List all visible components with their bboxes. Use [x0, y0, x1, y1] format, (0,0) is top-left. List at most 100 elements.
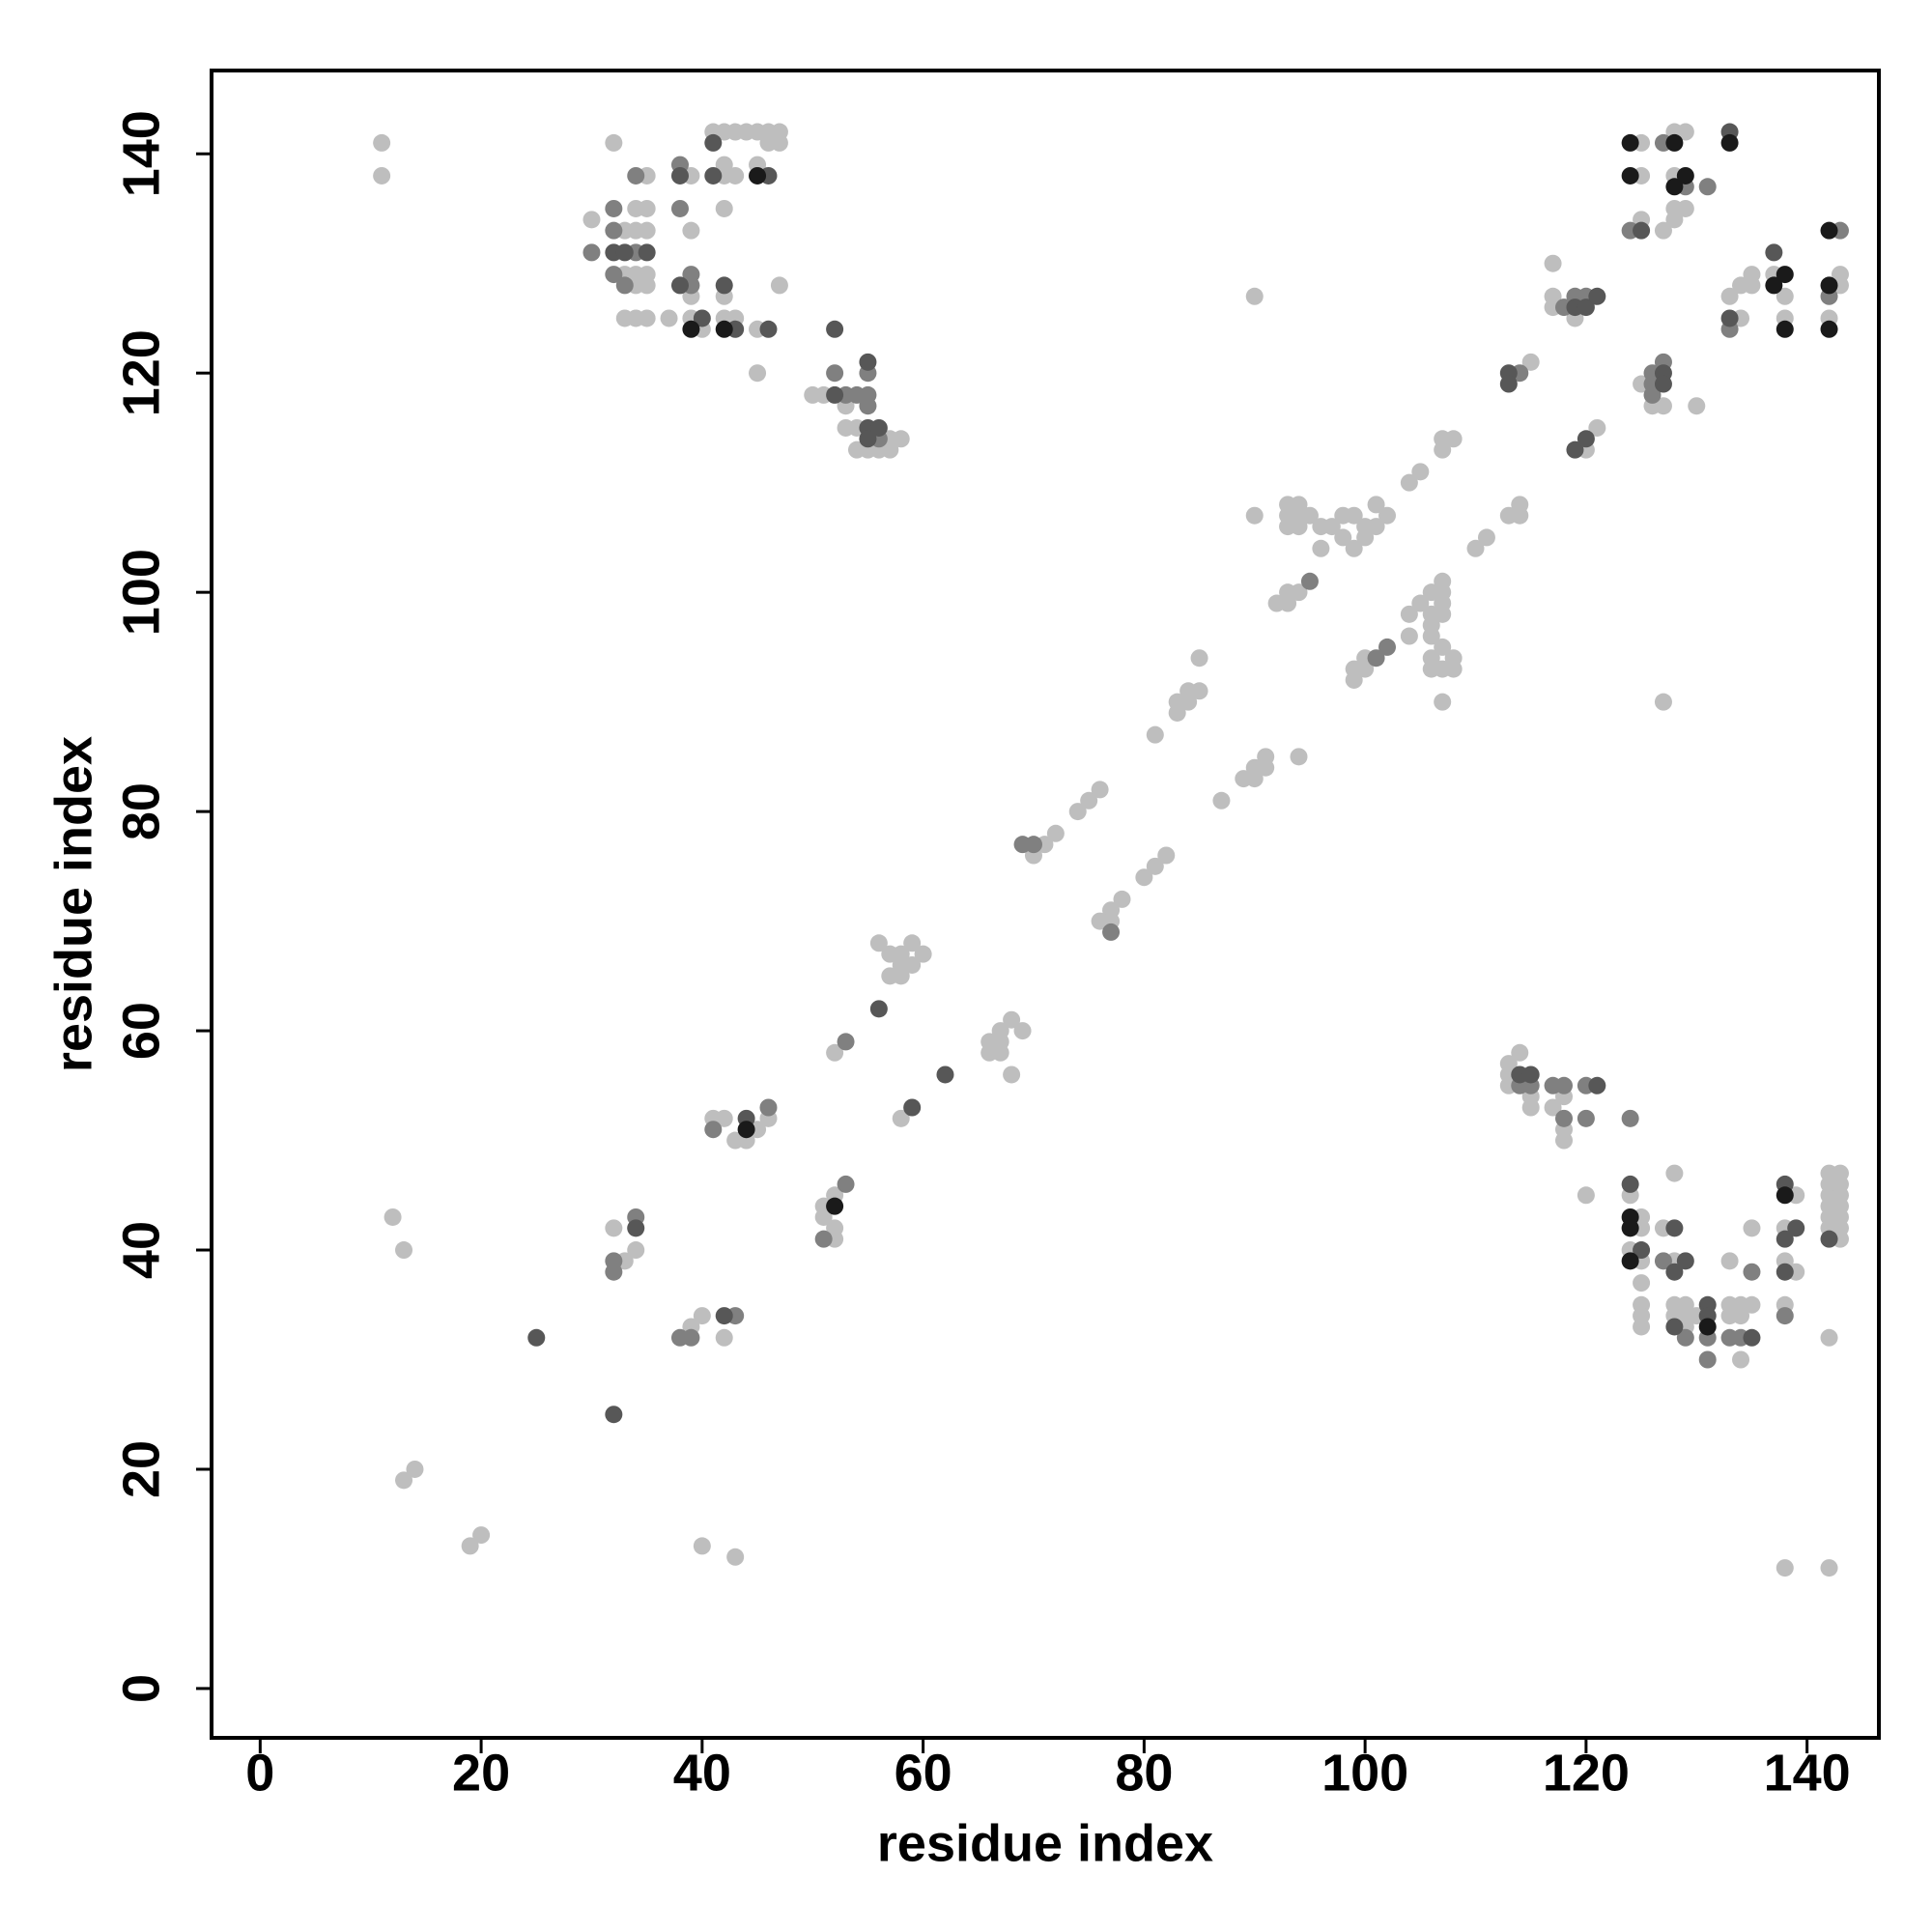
contact-point [1665, 1219, 1684, 1237]
x-tick-label: 0 [245, 1744, 274, 1802]
y-tick-label: 20 [112, 1440, 170, 1498]
contact-point [903, 955, 922, 974]
contact-point [1555, 1109, 1574, 1127]
contact-point [991, 1043, 1009, 1062]
contact-point [1566, 440, 1584, 459]
contact-point [1743, 1328, 1761, 1347]
y-tick-label: 140 [112, 110, 170, 197]
contact-point [1378, 638, 1397, 656]
contact-point [1776, 320, 1794, 338]
contact-point [527, 1328, 546, 1347]
contact-point [1555, 1076, 1574, 1094]
contact-point [1257, 748, 1275, 766]
contact-point [1400, 627, 1418, 645]
contact-point [1720, 1252, 1739, 1270]
contact-point [1765, 243, 1783, 262]
contact-point [605, 221, 623, 240]
x-tick-label: 60 [895, 1744, 952, 1802]
y-tick-label: 80 [112, 782, 170, 840]
contact-point [726, 1548, 745, 1566]
y-tick-label: 0 [112, 1674, 170, 1703]
y-tick-label: 120 [112, 329, 170, 416]
contact-point [615, 276, 634, 295]
contact-point [1434, 638, 1452, 656]
contact-point [406, 1460, 424, 1478]
contact-point [605, 266, 623, 284]
contact-point [715, 320, 733, 338]
contact-point [615, 243, 634, 262]
contact-point [1411, 463, 1430, 481]
contact-point [1665, 211, 1684, 229]
contact-point [1820, 1559, 1838, 1577]
contact-point [1544, 1098, 1562, 1117]
x-tick-label: 40 [673, 1744, 731, 1802]
contact-point [759, 320, 778, 338]
contact-point [1676, 123, 1694, 141]
contact-point [1621, 166, 1639, 185]
contact-point [670, 166, 689, 185]
contact-point [1776, 1559, 1794, 1577]
contact-point [715, 1109, 733, 1127]
contact-point [1776, 1186, 1794, 1205]
contact-point [660, 309, 678, 327]
contact-point [859, 430, 877, 448]
contact-point [682, 221, 700, 240]
contact-point [1720, 133, 1739, 152]
contact-point [903, 1098, 922, 1117]
contact-point [693, 1537, 711, 1555]
contact-point [1743, 1295, 1761, 1314]
contact-point [1577, 298, 1595, 317]
contact-point [693, 1307, 711, 1325]
contact-point [1555, 1131, 1574, 1150]
contact-point [1588, 287, 1606, 305]
contact-point [704, 133, 723, 152]
contact-point [1290, 748, 1308, 766]
contact-point [1676, 199, 1694, 217]
contact-point [395, 1241, 413, 1260]
contact-point [1190, 682, 1208, 700]
y-tick-label: 100 [112, 549, 170, 636]
contact-point [1046, 824, 1065, 842]
contact-point [1676, 166, 1694, 185]
contact-point [1544, 254, 1562, 272]
contact-point [1003, 1065, 1021, 1084]
contact-point [826, 385, 844, 404]
contact-point [1245, 506, 1264, 525]
contact-point [749, 166, 767, 185]
contact-point [1300, 506, 1319, 525]
contact-point [1312, 539, 1330, 557]
contact-point [1245, 287, 1264, 305]
contact-point [1477, 528, 1495, 547]
contact-point [1367, 496, 1385, 514]
contact-point [1400, 605, 1418, 623]
contact-point [1698, 178, 1717, 196]
contact-point [638, 199, 656, 217]
contact-point [704, 1121, 723, 1139]
contact-point [770, 133, 788, 152]
contact-point [1521, 1065, 1540, 1084]
contact-point [395, 1471, 413, 1490]
contact-point [1102, 923, 1121, 941]
contact-point [759, 1098, 778, 1117]
contact-point [1080, 791, 1098, 810]
contact-point [1776, 1230, 1794, 1248]
contact-point [1698, 1350, 1717, 1369]
contact-point [1190, 649, 1208, 668]
contact-point [1400, 473, 1418, 492]
contact-point [1787, 1219, 1805, 1237]
contact-point [1290, 583, 1308, 602]
contact-point [704, 166, 723, 185]
contact-point [1577, 430, 1595, 448]
contact-point [1654, 221, 1672, 240]
contact-point [1588, 418, 1606, 437]
contact-point [1665, 133, 1684, 152]
contact-point [826, 320, 844, 338]
contact-point [1511, 506, 1529, 525]
contact-point [1511, 1043, 1529, 1062]
contact-point [737, 1121, 755, 1139]
contact-point [638, 221, 656, 240]
contact-point [914, 945, 932, 963]
contact-point [1820, 320, 1838, 338]
contact-point [1356, 528, 1375, 547]
